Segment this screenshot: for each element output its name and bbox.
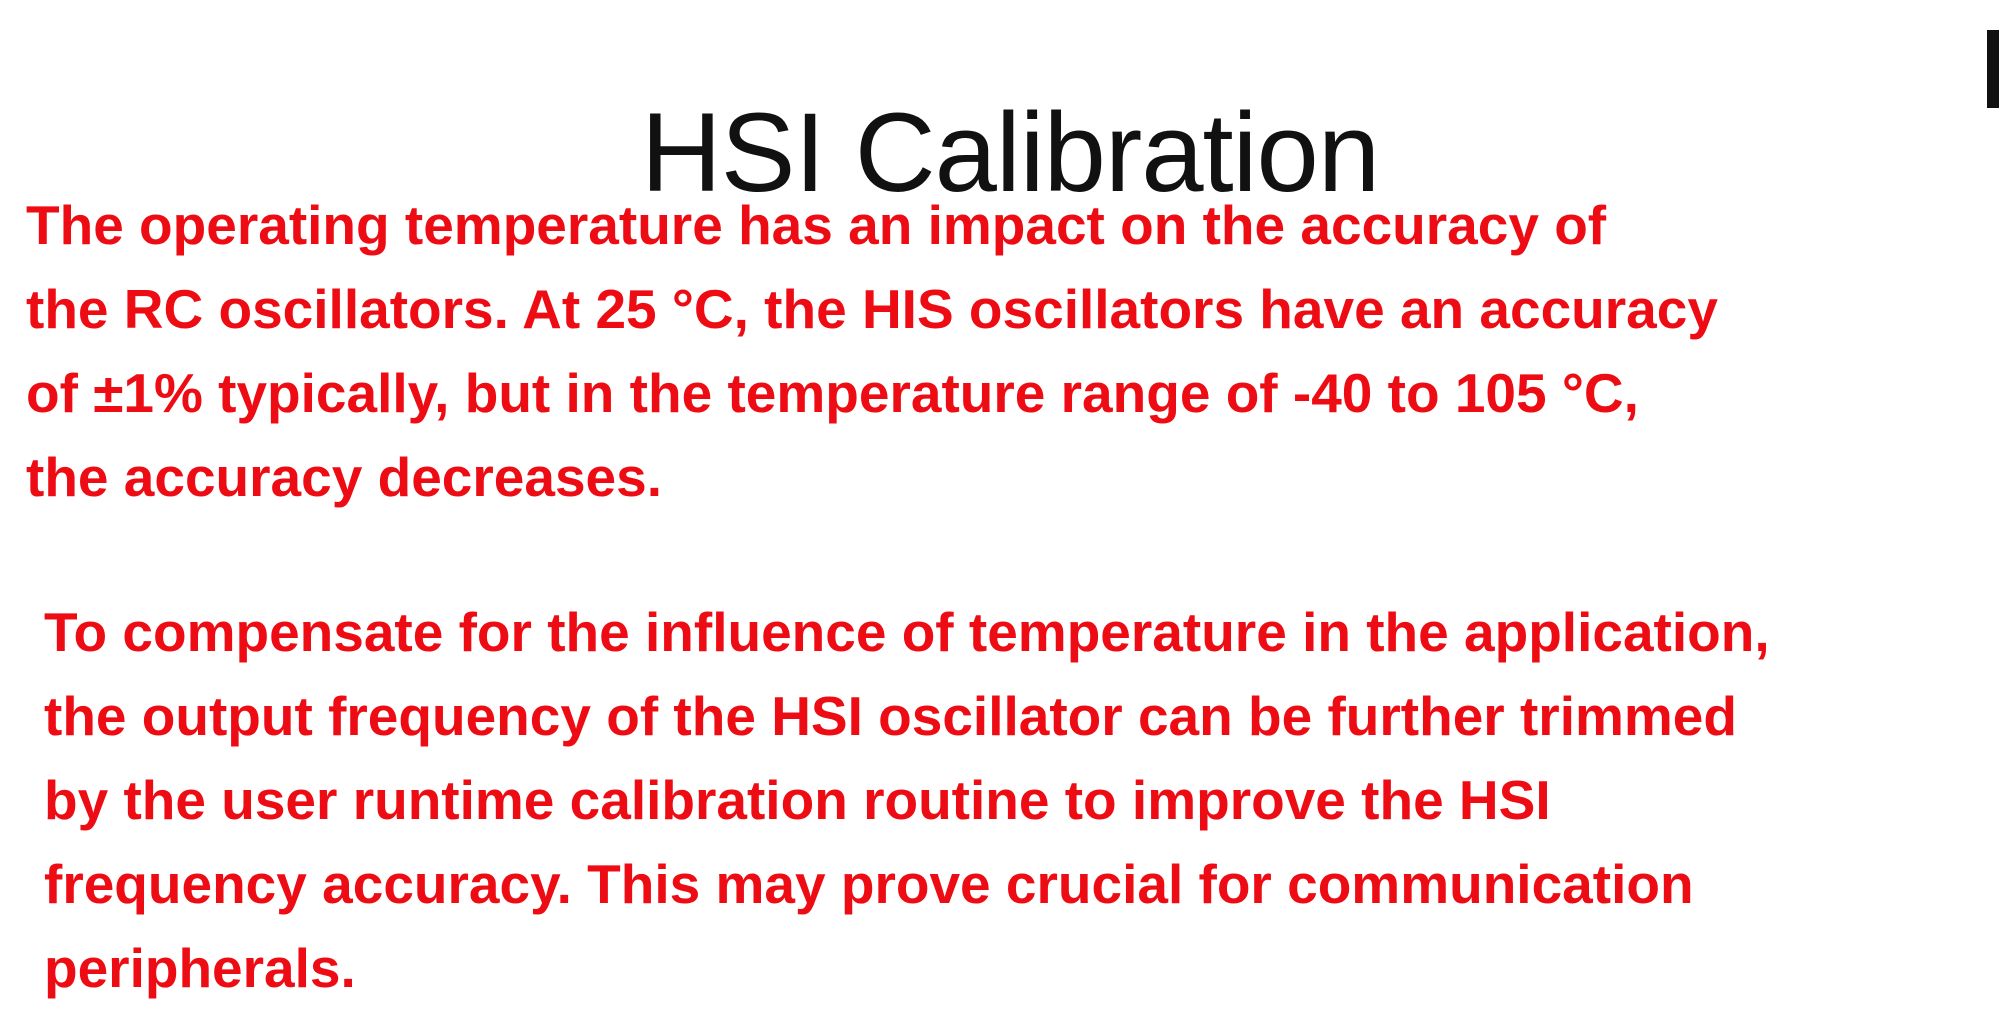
paragraph-line: the output frequency of the HSI oscillat… [44, 685, 1737, 747]
paragraph-line: by the user runtime calibration routine … [44, 769, 1551, 831]
paragraph-temperature-accuracy: The operating temperature has an impact … [26, 183, 1718, 519]
paragraph-line: of ±1% typically, but in the temperature… [26, 362, 1639, 424]
paragraph-calibration-routine: To compensate for the influence of tempe… [44, 590, 1770, 1010]
paragraph-line: the accuracy decreases. [26, 446, 662, 508]
next-slide-edge [1987, 30, 1999, 108]
paragraph-line: the RC oscillators. At 25 °C, the HIS os… [26, 278, 1718, 340]
paragraph-line: peripherals. [44, 937, 356, 999]
paragraph-line: To compensate for the influence of tempe… [44, 601, 1770, 663]
paragraph-line: The operating temperature has an impact … [26, 194, 1607, 256]
slide-title: HSI Calibration [640, 90, 1380, 216]
paragraph-line: frequency accuracy. This may prove cruci… [44, 853, 1694, 915]
